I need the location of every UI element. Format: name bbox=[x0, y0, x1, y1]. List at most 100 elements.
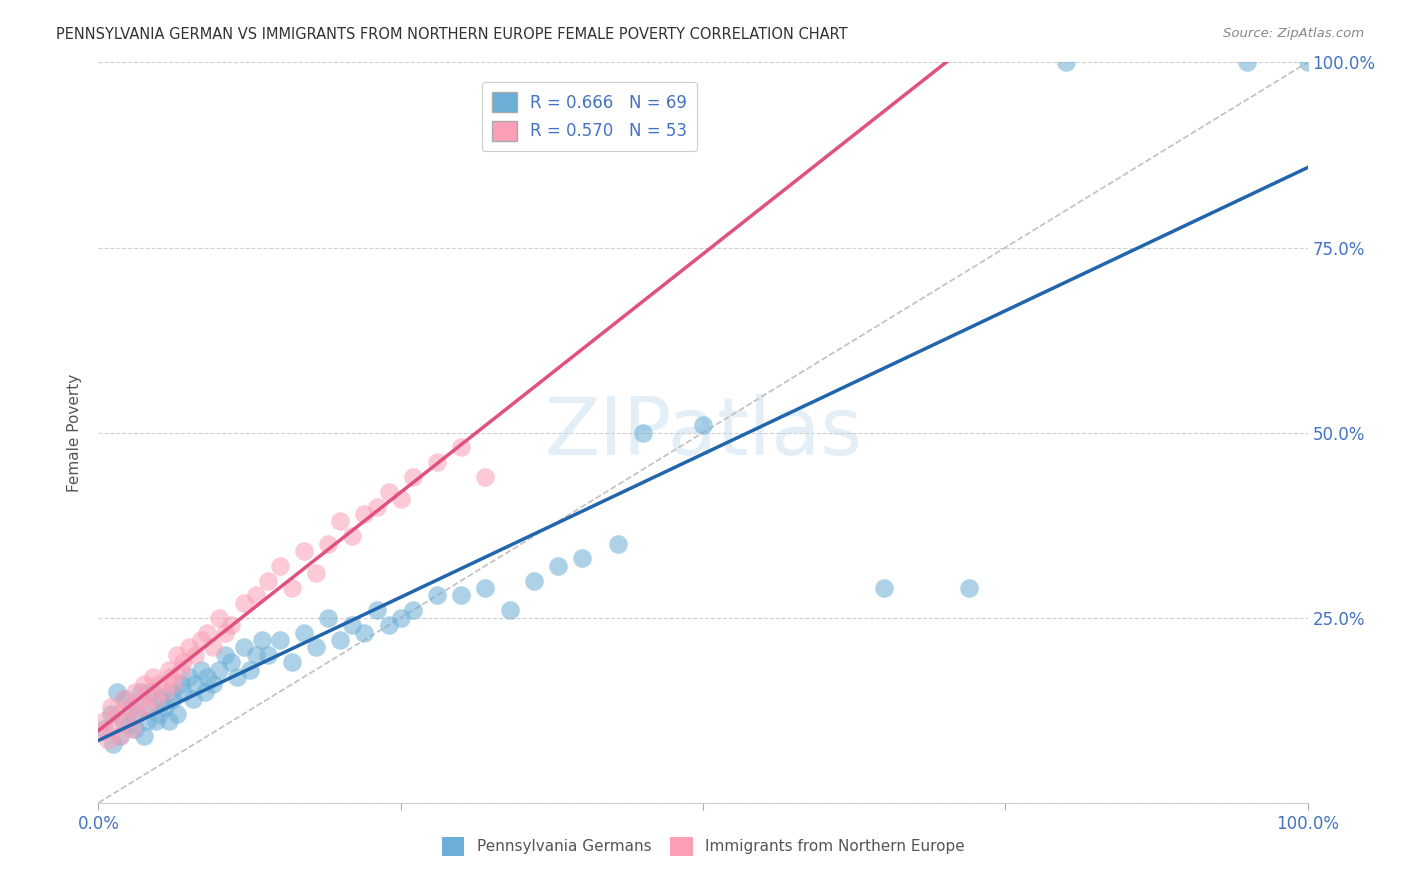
Point bbox=[269, 558, 291, 573]
Point bbox=[305, 566, 328, 581]
Point bbox=[195, 670, 218, 684]
Point bbox=[281, 655, 304, 669]
Point bbox=[366, 500, 388, 514]
Point bbox=[329, 515, 352, 529]
Point bbox=[426, 589, 449, 603]
Point bbox=[172, 655, 194, 669]
Point bbox=[366, 603, 388, 617]
Point bbox=[221, 618, 243, 632]
Point bbox=[377, 484, 399, 499]
Point bbox=[111, 692, 134, 706]
Point bbox=[316, 610, 339, 624]
Point bbox=[1296, 55, 1319, 70]
Point bbox=[873, 581, 896, 595]
Point bbox=[135, 714, 157, 729]
Point bbox=[292, 625, 315, 640]
Point bbox=[202, 640, 225, 655]
Point bbox=[118, 699, 141, 714]
Point bbox=[135, 699, 157, 714]
Point bbox=[101, 722, 124, 736]
Point bbox=[402, 470, 425, 484]
Point bbox=[157, 663, 180, 677]
Point bbox=[450, 589, 472, 603]
Point bbox=[214, 625, 236, 640]
Point bbox=[169, 677, 191, 691]
Point bbox=[169, 663, 191, 677]
Point bbox=[124, 722, 146, 736]
Point bbox=[389, 610, 412, 624]
Point bbox=[179, 640, 201, 655]
Point bbox=[957, 581, 980, 595]
Y-axis label: Female Poverty: Female Poverty bbox=[67, 374, 83, 491]
Point bbox=[692, 418, 714, 433]
Point bbox=[426, 455, 449, 469]
Point bbox=[166, 706, 188, 721]
Point bbox=[226, 670, 249, 684]
Point bbox=[108, 729, 131, 743]
Point bbox=[389, 492, 412, 507]
Point bbox=[316, 536, 339, 550]
Point bbox=[194, 685, 217, 699]
Point bbox=[157, 714, 180, 729]
Point bbox=[281, 581, 304, 595]
Point bbox=[353, 507, 375, 521]
Point bbox=[162, 677, 184, 691]
Point bbox=[239, 663, 262, 677]
Point bbox=[377, 618, 399, 632]
Point bbox=[145, 714, 167, 729]
Point bbox=[1054, 55, 1077, 70]
Point bbox=[269, 632, 291, 647]
Point bbox=[145, 692, 167, 706]
Point bbox=[138, 699, 160, 714]
Point bbox=[547, 558, 569, 573]
Point bbox=[124, 685, 146, 699]
Text: PENNSYLVANIA GERMAN VS IMMIGRANTS FROM NORTHERN EUROPE FEMALE POVERTY CORRELATIO: PENNSYLVANIA GERMAN VS IMMIGRANTS FROM N… bbox=[56, 27, 848, 42]
Point bbox=[181, 692, 204, 706]
Point bbox=[114, 692, 136, 706]
Point bbox=[108, 729, 131, 743]
Point bbox=[214, 648, 236, 662]
Point bbox=[153, 699, 176, 714]
Point bbox=[129, 685, 152, 699]
Point bbox=[93, 714, 115, 729]
Point bbox=[105, 706, 128, 721]
Point bbox=[148, 706, 170, 721]
Point bbox=[607, 536, 630, 550]
Point bbox=[118, 718, 141, 732]
Point bbox=[91, 725, 114, 739]
Point bbox=[202, 677, 225, 691]
Point bbox=[172, 685, 194, 699]
Point bbox=[208, 663, 231, 677]
Point bbox=[150, 692, 173, 706]
Point bbox=[111, 714, 134, 729]
Point bbox=[127, 706, 149, 721]
Point bbox=[166, 648, 188, 662]
Point bbox=[256, 648, 278, 662]
Point bbox=[129, 692, 152, 706]
Point bbox=[121, 722, 143, 736]
Point bbox=[450, 441, 472, 455]
Point bbox=[474, 581, 496, 595]
Point bbox=[162, 692, 184, 706]
Point bbox=[342, 529, 364, 543]
Point bbox=[93, 722, 115, 736]
Point bbox=[498, 603, 520, 617]
Point bbox=[127, 706, 149, 721]
Point bbox=[184, 677, 207, 691]
Point bbox=[571, 551, 593, 566]
Point bbox=[232, 640, 254, 655]
Point bbox=[329, 632, 352, 647]
Point bbox=[142, 685, 165, 699]
Point bbox=[134, 677, 156, 691]
Point bbox=[474, 470, 496, 484]
Point bbox=[97, 732, 120, 747]
Point bbox=[631, 425, 654, 440]
Point bbox=[100, 706, 122, 721]
Point bbox=[208, 610, 231, 624]
Point bbox=[305, 640, 328, 655]
Point bbox=[523, 574, 546, 588]
Point bbox=[138, 685, 160, 699]
Text: Source: ZipAtlas.com: Source: ZipAtlas.com bbox=[1223, 27, 1364, 40]
Point bbox=[256, 574, 278, 588]
Point bbox=[153, 685, 176, 699]
